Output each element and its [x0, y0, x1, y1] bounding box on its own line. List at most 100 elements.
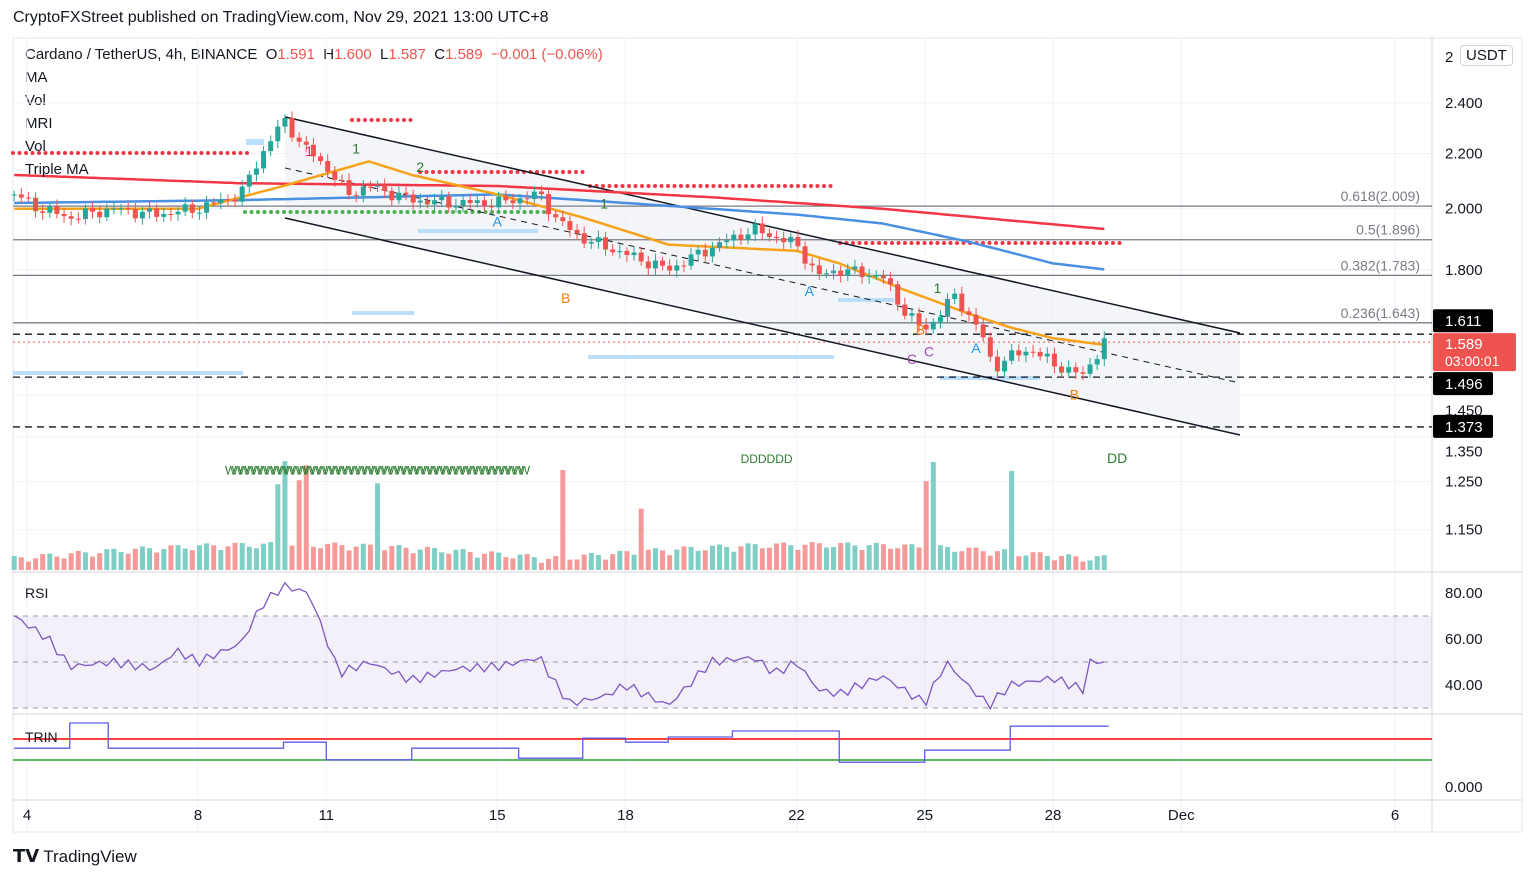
signal-dot [1091, 241, 1096, 245]
signal-dot [225, 151, 230, 155]
signal-dot [463, 170, 468, 174]
high-value: 1.600 [334, 46, 372, 63]
signal-dot [340, 210, 345, 214]
x-tick-label: 11 [318, 807, 334, 824]
candle-body [1037, 351, 1043, 357]
signal-dot [1065, 241, 1070, 245]
high-label: H [323, 46, 335, 63]
candle-body [204, 202, 210, 213]
signal-dot [389, 118, 393, 122]
signal-dot [457, 210, 462, 214]
signal-dot [134, 151, 139, 155]
candle-body [389, 190, 395, 201]
annotation-label: 1 [600, 196, 608, 212]
volume-bar [1059, 555, 1065, 570]
price-marker-label: 1.611 [1445, 313, 1481, 330]
candle-body [667, 265, 673, 271]
signal-dot [418, 170, 422, 174]
candle-body [268, 141, 274, 152]
volume-bars [11, 461, 1107, 570]
candle-body [310, 144, 316, 157]
indicator-triple-ma[interactable]: Triple MA [25, 161, 89, 178]
signal-dot [382, 118, 387, 122]
y-tick-label: 1.800 [1445, 262, 1483, 279]
volume-bar [802, 544, 808, 570]
annotation-label: DDDDDD [741, 452, 793, 466]
signal-dot [470, 210, 475, 214]
candle-body [460, 200, 466, 206]
signal-dot [744, 184, 748, 188]
signal-dot [796, 184, 800, 188]
signal-dot [503, 210, 507, 214]
channel-mid [284, 167, 1241, 384]
candle-body [759, 223, 765, 234]
volume-bar [959, 551, 965, 570]
candle-body [873, 275, 879, 277]
close-label: C [434, 46, 446, 63]
signal-dot [193, 151, 197, 155]
signal-dot [542, 210, 546, 214]
currency-button[interactable]: USDT [1460, 45, 1513, 66]
candle-body [603, 237, 609, 250]
signal-dot [548, 170, 552, 174]
volume-bar [923, 481, 929, 570]
annotation-label: WWWWWWWWWWWWWWWWWWWWWWWWWWWWWWWWWWWWWWWW… [225, 463, 531, 477]
annotation-label: B [916, 322, 925, 338]
volume-bar [510, 558, 516, 570]
volume-bar [439, 552, 445, 570]
signal-dots [11, 118, 1122, 245]
candle-body [866, 275, 872, 278]
volume-bar [47, 553, 53, 570]
signal-dot [666, 184, 670, 188]
signal-dot [1033, 241, 1037, 245]
signal-dot [877, 241, 881, 245]
price-marker-label: 1.373 [1445, 419, 1483, 436]
volume-bar [724, 547, 730, 570]
candle-body [624, 250, 630, 256]
signal-dot [395, 118, 400, 122]
volume-bar [888, 548, 894, 570]
signal-dot [535, 170, 539, 174]
signal-dot [1111, 241, 1115, 245]
volume-bar [211, 545, 217, 570]
indicator-mri[interactable]: MRI [25, 115, 53, 132]
volume-bar [567, 559, 573, 570]
candle-body [54, 206, 60, 214]
volume-bar [139, 546, 145, 570]
candle-body [987, 337, 993, 357]
signal-dot [444, 210, 449, 214]
volume-bar [709, 545, 715, 570]
signal-dot [776, 184, 781, 188]
candle-body [303, 141, 309, 145]
signal-dot [948, 241, 953, 245]
signal-dot [470, 170, 474, 174]
volume-bar [282, 461, 288, 570]
indicator-vol[interactable]: Vol [25, 92, 46, 109]
volume-bar [496, 552, 502, 570]
volume-bar [382, 550, 388, 570]
candle-body [453, 205, 459, 208]
signal-dot [262, 210, 267, 214]
signal-dot [232, 151, 236, 155]
volume-bar [353, 546, 359, 570]
candle-body [738, 234, 744, 240]
candle-body [218, 199, 224, 204]
candle-body [880, 275, 886, 279]
signal-dot [1013, 241, 1018, 245]
signal-dot [515, 170, 520, 174]
symbol-name[interactable]: Cardano / TetherUS, 4h, BINANCE [25, 46, 258, 63]
price-marker [1433, 372, 1493, 396]
indicator-vol-2[interactable]: Vol [25, 138, 46, 155]
signal-dot [376, 118, 380, 122]
candle-body [282, 118, 288, 127]
volume-bar [18, 557, 24, 570]
candle-body [802, 246, 808, 264]
volume-bar [1037, 552, 1043, 570]
indicator-ma[interactable]: MA [25, 69, 48, 86]
tradingview-logo[interactable]: 𝗧𝗩 TradingView [13, 846, 137, 867]
volume-bar [1094, 556, 1100, 570]
candle-body [147, 208, 153, 212]
y-tick-partial: 2 [1445, 49, 1453, 66]
candle-body [446, 196, 452, 208]
